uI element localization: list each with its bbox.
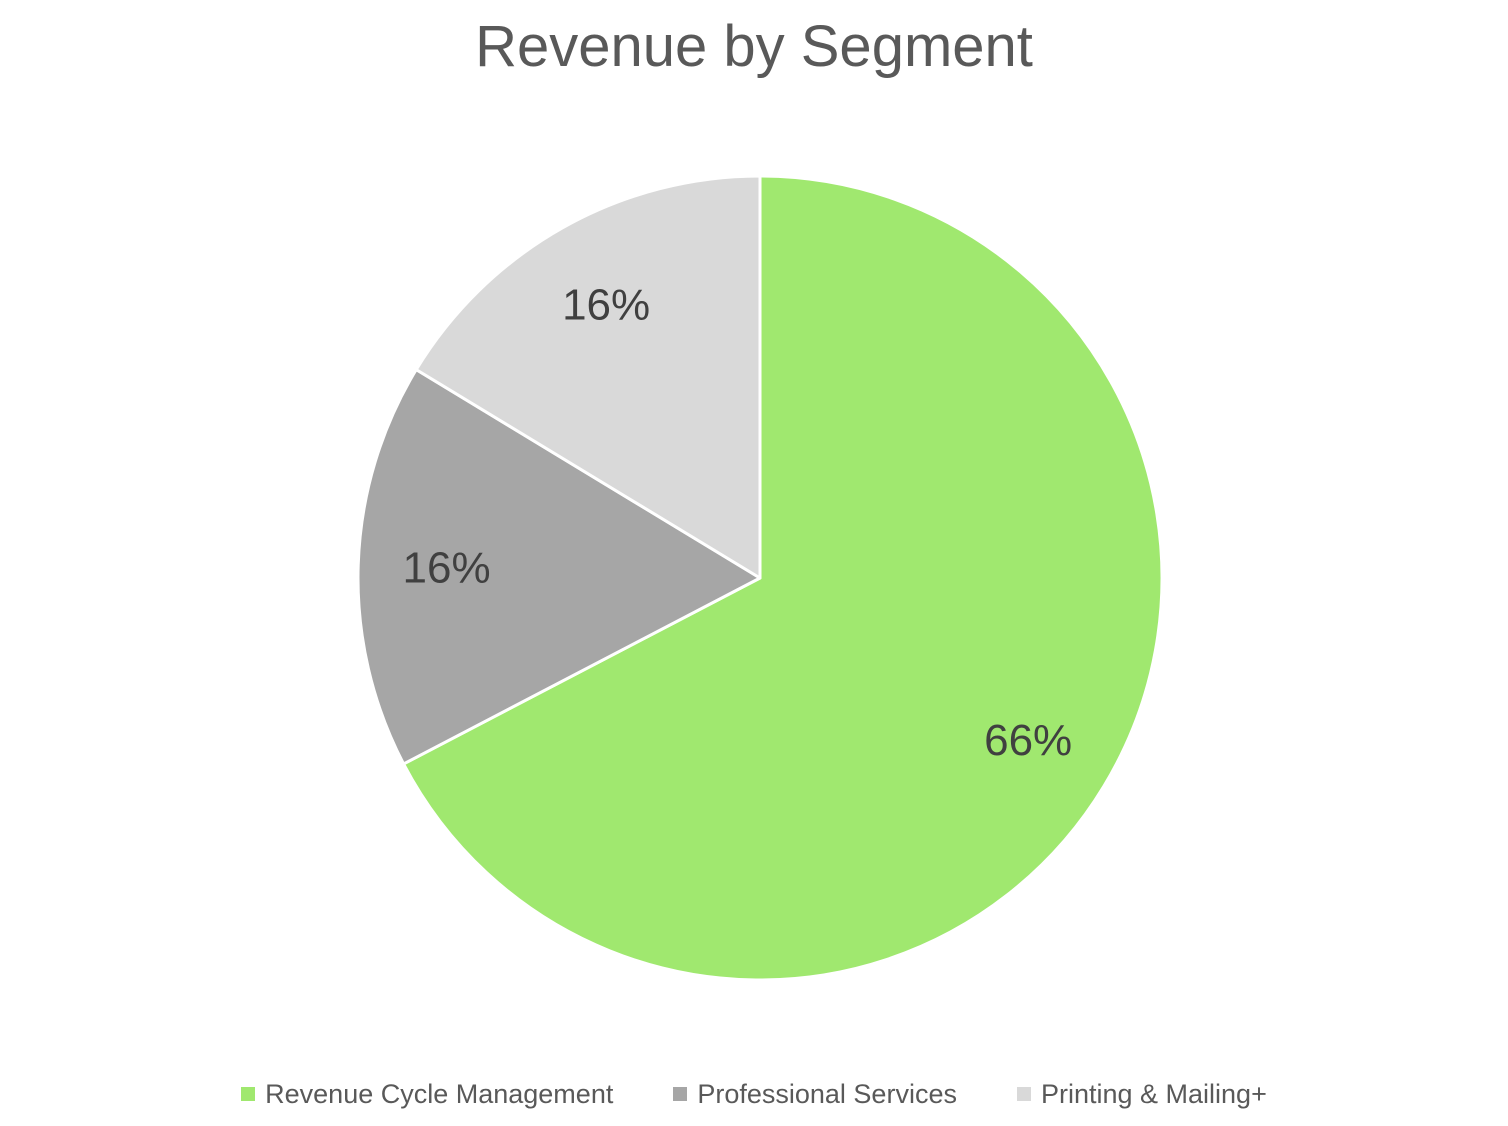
legend-swatch [241,1087,256,1101]
pie-slice-0 [402,174,1164,982]
legend-item-professional-services: Professional Services [673,1079,957,1110]
legend-label: Printing & Mailing+ [1040,1078,1267,1109]
pie-slice-1 [356,368,762,766]
chart-legend: Revenue Cycle Management Professional Se… [0,1074,1508,1114]
chart-title: Revenue by Segment [475,14,1033,79]
data-label-2: 16% [562,280,650,329]
data-label-0: 66% [984,716,1072,765]
legend-swatch [1016,1087,1031,1101]
legend-label: Revenue Cycle Management [265,1078,614,1109]
pie-data-labels: 66% 16% 16% [403,280,1073,765]
legend-label: Professional Services [697,1078,957,1109]
pie-slices [356,174,1164,982]
legend-swatch [673,1087,688,1101]
legend-item-printing-mailing: Printing & Mailing+ [1016,1078,1267,1110]
data-label-1: 16% [403,543,491,592]
legend-item-revenue-cycle-management: Revenue Cycle Management [241,1079,613,1110]
pie-slice-2 [414,174,762,580]
